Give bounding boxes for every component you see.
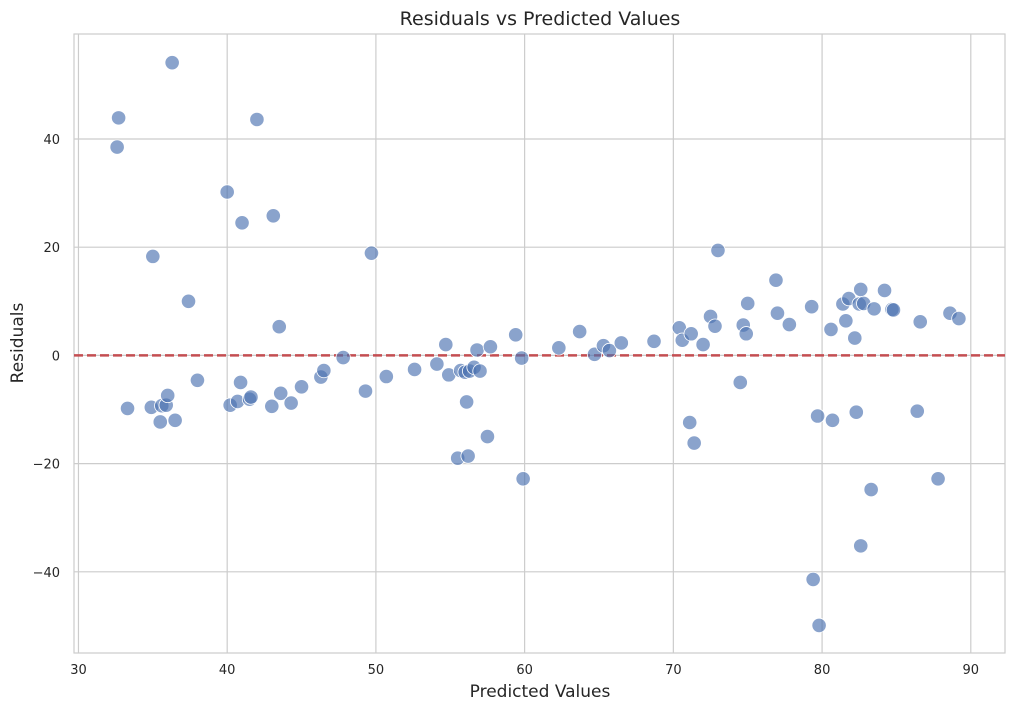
scatter-point [876,282,893,299]
y-tick-label: 20 [43,241,60,256]
scatter-point [111,110,127,126]
scatter-point [265,208,281,224]
scatter-point [189,372,206,388]
y-tick-label: −20 [33,458,60,473]
scatter-point [682,414,698,431]
scatter-point [273,385,289,401]
scatter-point [601,342,617,359]
scatter-point [363,245,380,261]
plot-frame [73,33,1006,654]
y-tick-label: −40 [33,566,60,581]
scatter-point [732,374,748,391]
x-axis-label: Predicted Values [470,682,611,702]
scatter-point [316,362,332,379]
x-tick-label: 50 [368,663,385,678]
scatter-point [234,215,250,231]
scatter-point [469,342,485,358]
scatter-point [109,139,125,155]
scatter-point [264,398,280,414]
x-tick-label: 40 [219,663,236,678]
grid [74,34,1005,653]
scatter-point [810,408,826,424]
y-tick-label: 0 [52,349,60,364]
scatter-point [853,538,869,554]
scatter-point [738,326,754,342]
scatter-point [515,471,531,487]
scatter-point [460,448,476,464]
scatter-point [707,318,723,334]
scatter-point [293,379,310,395]
scatter-point [438,336,454,353]
scatter-point [160,387,176,404]
scatter-point [335,349,351,366]
scatter-point [848,404,864,420]
scatter-point [710,242,726,259]
scatter-point [551,340,567,356]
scatter-point [769,305,786,321]
scatter-point [232,374,249,391]
scatter-point [646,333,662,349]
x-tick-label: 60 [516,663,533,678]
scatter-point [406,361,423,378]
scatter-point [866,301,882,317]
scatter-point [145,248,161,264]
x-tick-label: 90 [963,663,980,678]
scatter-point [805,571,821,588]
scatter-point [781,316,797,333]
y-axis-label: Residuals [8,303,28,384]
chart-title: Residuals vs Predicted Values [400,8,681,30]
y-tick-label: 40 [43,133,60,148]
scatter-point [740,295,756,312]
x-tick-label: 30 [70,663,87,678]
scatter-point [152,414,168,430]
scatter-point [472,363,488,379]
scatter-point [479,428,496,445]
scatter-point [429,356,445,372]
scatter-point [572,323,588,340]
scatter-point [514,350,530,366]
scatter-point [863,481,879,498]
scatter-point [930,471,946,487]
x-tick-label: 70 [665,663,682,678]
scatter-point [909,403,925,419]
scatter-point [271,319,287,335]
scatter-point [378,368,394,385]
scatter-point [824,412,841,428]
scatter-point [167,412,183,428]
scatter-point [838,313,854,329]
scatter-point [164,55,180,71]
scatter-point [459,394,475,410]
x-tick-label: 80 [814,663,831,678]
scatter-point [847,330,863,346]
scatter-point [885,302,902,318]
scatter-point [508,327,524,343]
scatter-point [613,335,629,351]
scatter-point [912,314,928,330]
scatter-point [249,111,265,128]
scatter-point [811,617,827,634]
y-tick-labels: −40 −20 0 20 40 [33,133,60,581]
x-tick-labels: 30 40 50 60 70 80 90 [70,663,979,678]
scatter-point [283,395,299,411]
scatter-point [357,383,374,399]
scatter-point [482,339,499,355]
scatter-point [853,281,869,297]
scatter-point [180,293,197,309]
scatter-point [219,184,235,200]
scatter-point [823,321,839,338]
scatter-point [683,326,699,342]
scatter-point [695,336,711,353]
scatter-point [119,400,136,417]
scatter-point [243,389,259,405]
scatter-point [686,435,702,451]
scatter-point [804,299,820,315]
data-points [109,55,967,634]
scatter-point [951,311,967,327]
scatter-point [768,272,784,288]
